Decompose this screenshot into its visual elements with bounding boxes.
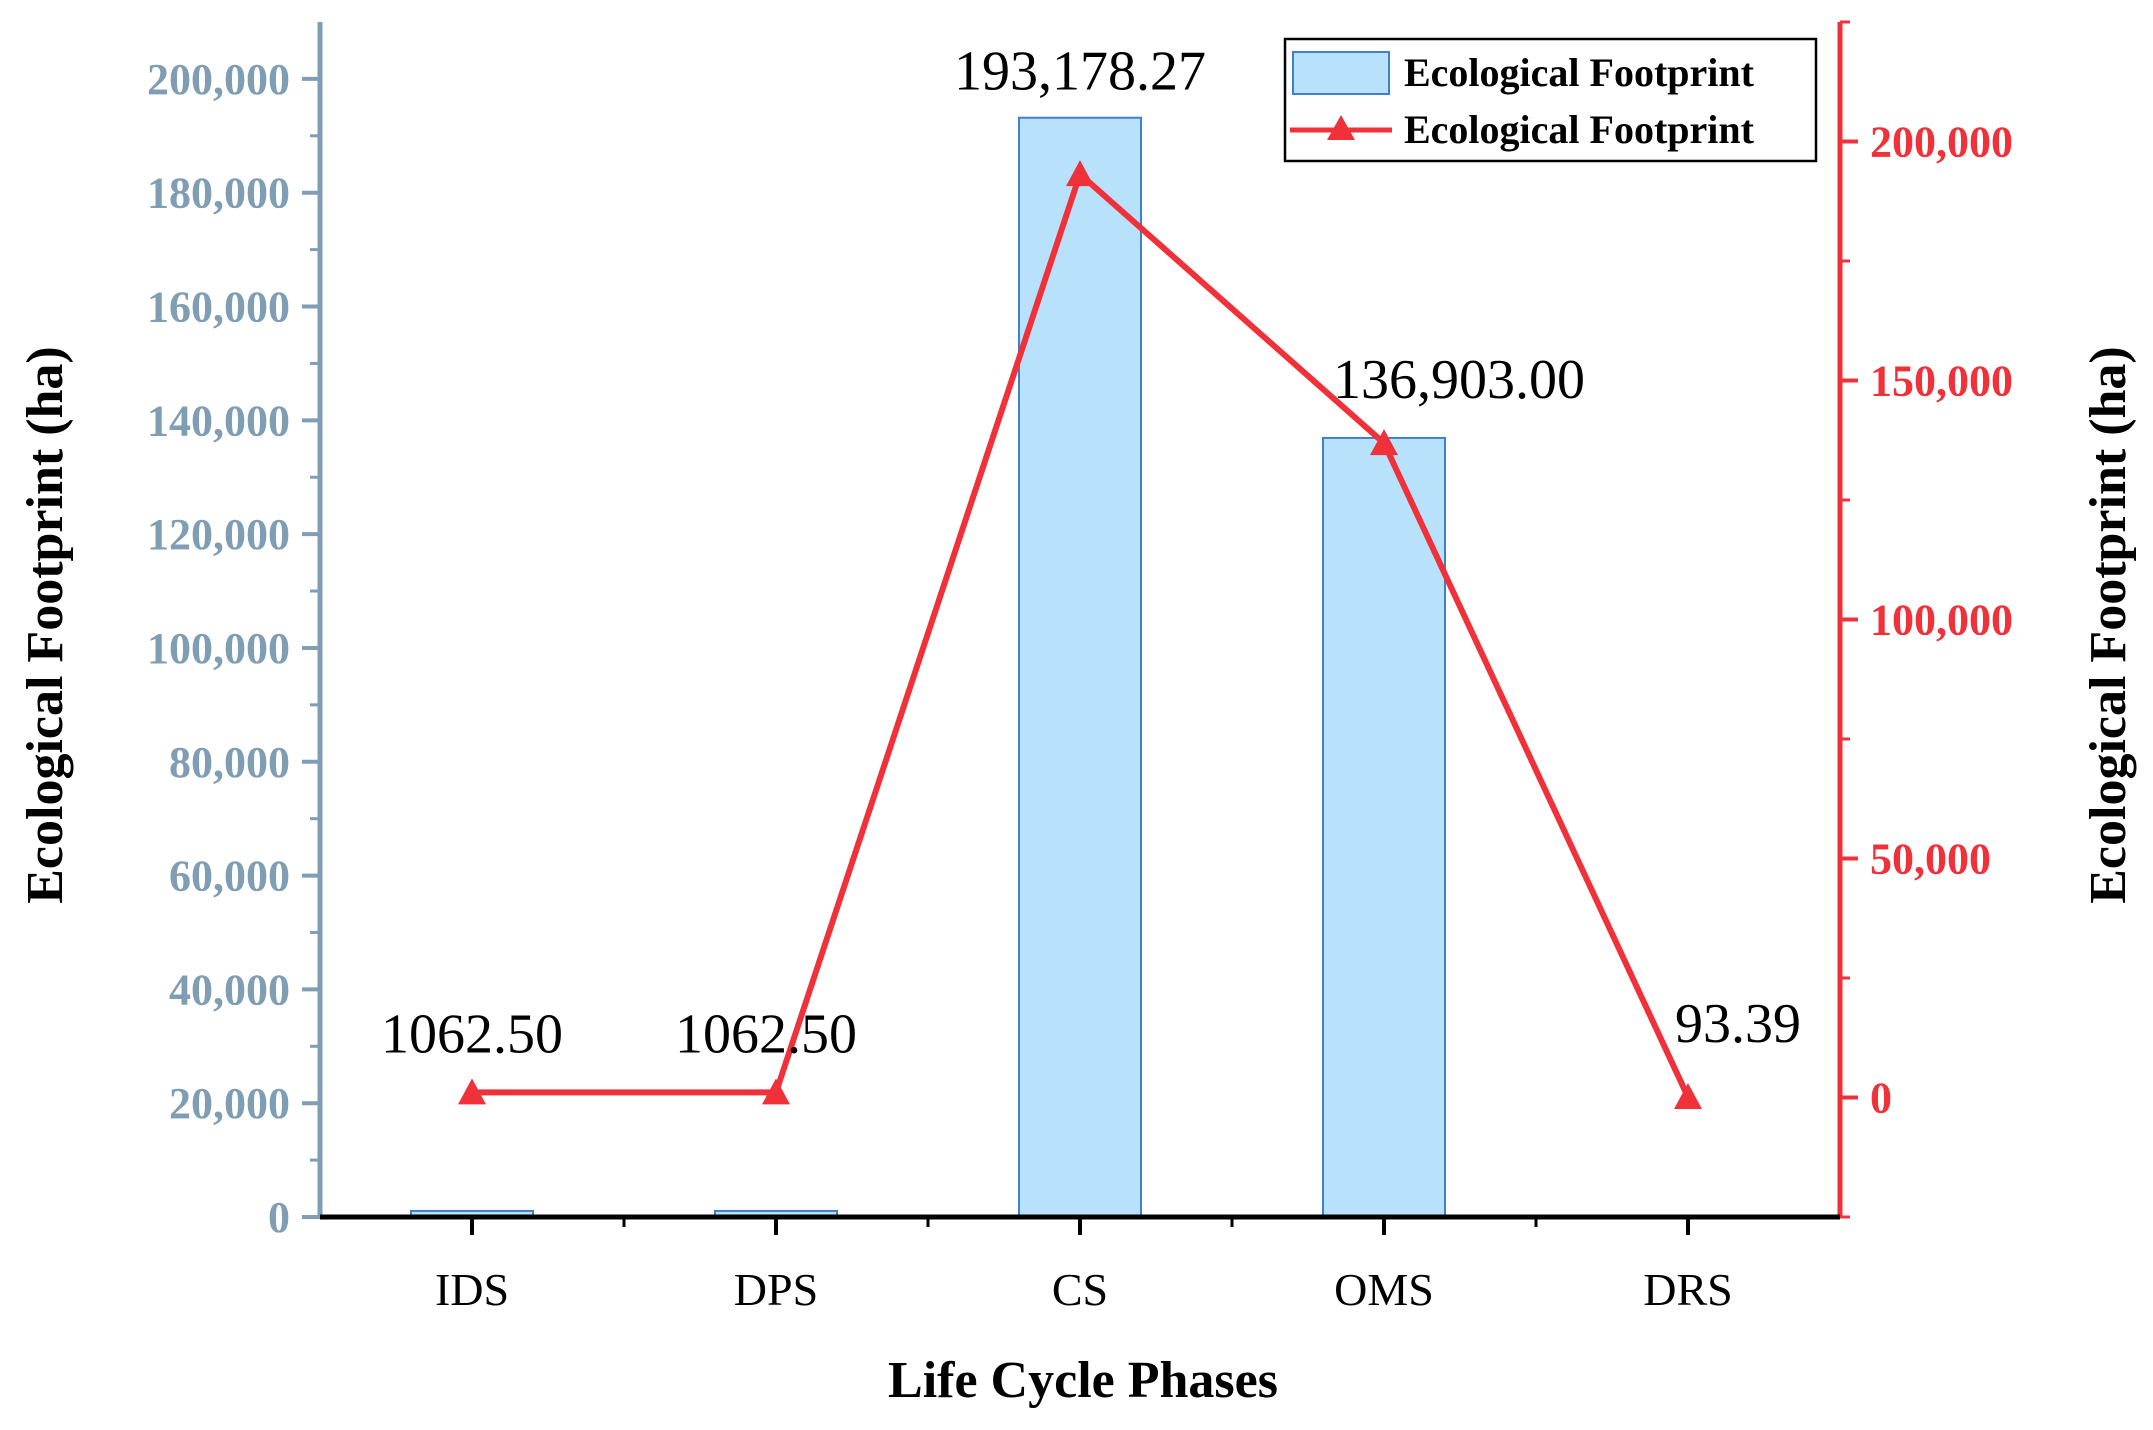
y-left-tick-label: 140,000 <box>147 396 290 445</box>
data-labels: 1062.50 1062.50 193,178.27 136,903.00 93.39 <box>381 41 1801 1066</box>
y-axis-right-title: Ecological Footprint (ha) <box>2080 346 2137 904</box>
y-right-tick-label: 100,000 <box>1870 596 2013 645</box>
legend-line-marker <box>1327 115 1355 140</box>
legend-bar-label: Ecological Footprint <box>1404 50 1755 95</box>
x-tick-label: IDS <box>435 1264 509 1315</box>
y-axis-left-title: Ecological Footprint (ha) <box>17 346 74 904</box>
x-tick-label: OMS <box>1334 1264 1434 1315</box>
data-label-ids: 1062.50 <box>381 1003 563 1065</box>
data-label-cs: 193,178.27 <box>954 41 1206 103</box>
data-label-drs: 93.39 <box>1675 993 1801 1055</box>
x-tick-label: CS <box>1052 1264 1108 1315</box>
y-right-tick-label: 150,000 <box>1870 357 2013 406</box>
y-left-tick-label: 20,000 <box>169 1079 290 1128</box>
line-marker-cs <box>1066 160 1094 187</box>
y-right-tick-label: 0 <box>1870 1074 1892 1123</box>
y-left-tick-label: 200,000 <box>147 55 290 104</box>
y-right-tick-label: 50,000 <box>1870 835 1991 884</box>
y-left-tick-label: 60,000 <box>169 852 290 901</box>
y-left-tick-label: 100,000 <box>147 624 290 673</box>
line-marker-oms <box>1370 429 1398 456</box>
y-right-tick-label: 200,000 <box>1870 118 2013 167</box>
line-marker-ids <box>458 1078 486 1105</box>
x-tick-label: DRS <box>1643 1264 1732 1315</box>
legend-bar-swatch <box>1292 51 1390 95</box>
y-left-tick-label: 120,000 <box>147 510 290 559</box>
legend: Ecological Footprint Ecological Footprin… <box>1283 37 1818 163</box>
x-axis-title: Life Cycle Phases <box>888 1352 1278 1409</box>
y-left-tick-label: 40,000 <box>169 965 290 1014</box>
data-label-dps: 1062.50 <box>675 1003 857 1065</box>
bar-series <box>410 116 1750 1219</box>
line-marker-dps <box>762 1078 790 1105</box>
bar-cs <box>1018 116 1142 1219</box>
line-series <box>458 160 1702 1110</box>
legend-line-label: Ecological Footprint <box>1404 107 1755 152</box>
data-label-oms: 136,903.00 <box>1333 349 1585 411</box>
y-left-tick-label: 160,000 <box>147 283 290 332</box>
line-marker-drs <box>1674 1083 1702 1110</box>
bar-oms <box>1322 436 1446 1218</box>
y-left-tick-label: 80,000 <box>169 738 290 787</box>
x-tick-label: DPS <box>734 1264 818 1315</box>
axes: 0 20,000 40,000 60,000 80,000 100,000 120,000 1… <box>147 20 2013 1315</box>
y-left-tick-label: 180,000 <box>147 169 290 218</box>
y-left-tick-label: 0 <box>268 1193 290 1242</box>
